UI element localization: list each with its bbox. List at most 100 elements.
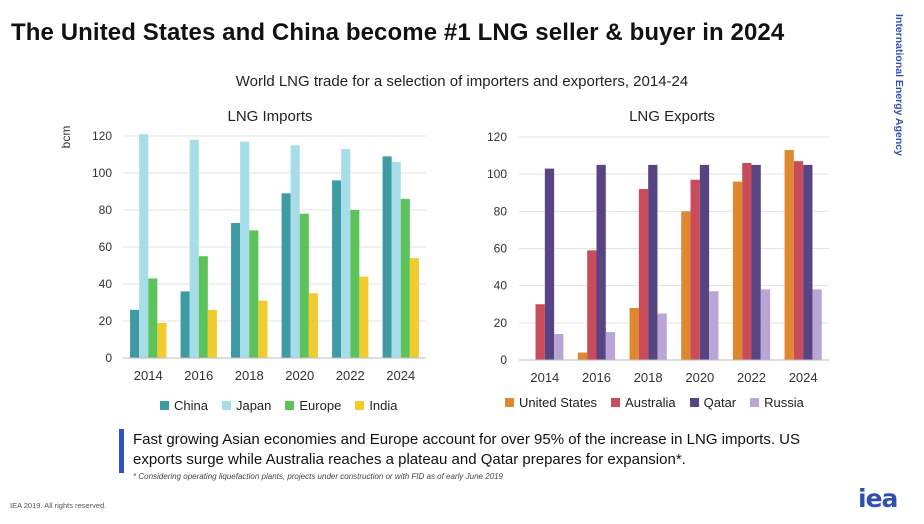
imports-chart-title: LNG Imports: [227, 108, 313, 125]
footnote: * Considering operating liquefaction pla…: [133, 472, 503, 481]
imports-bar-india: [359, 276, 369, 358]
legend-label: Russia: [764, 395, 804, 410]
page-title: The United States and China become #1 LN…: [11, 19, 785, 46]
imports-bar-europe: [198, 256, 208, 358]
legend-item-qatar: Qatar: [689, 395, 737, 410]
legend-label: India: [369, 398, 398, 413]
exports-y-tick-label: 20: [494, 316, 508, 330]
exports-bar-united-states: [681, 211, 691, 360]
exports-bar-qatar: [751, 164, 761, 360]
exports-x-tick-label: 2022: [737, 370, 766, 385]
exports-bar-qatar: [596, 164, 606, 360]
legend-item-china: China: [160, 398, 208, 413]
exports-bar-russia: [760, 289, 771, 360]
exports-bar-australia: [690, 179, 700, 360]
exports-x-tick-label: 2018: [634, 370, 663, 385]
imports-bar-india: [258, 300, 268, 358]
imports-bar-china: [332, 180, 342, 358]
org-name: International Energy Agency: [893, 14, 905, 156]
imports-bar-europe: [148, 278, 158, 358]
legend-label: Europe: [299, 398, 342, 413]
imports-bar-india: [409, 258, 419, 358]
exports-bar-russia: [657, 313, 667, 360]
imports-y-tick-label: 40: [99, 277, 113, 291]
exports-y-tick-label: 0: [500, 353, 507, 367]
exports-y-tick-label: 60: [494, 242, 508, 256]
imports-bar-india: [207, 309, 217, 358]
legend-item-japan: Japan: [221, 398, 272, 413]
imports-x-tick-label: 2018: [235, 368, 264, 383]
exports-x-tick-label: 2020: [685, 370, 714, 385]
legend-swatch: [285, 401, 295, 410]
exports-bar-united-states: [732, 181, 743, 360]
exports-bar-australia: [793, 161, 804, 360]
imports-y-tick-label: 60: [99, 240, 113, 254]
exports-y-tick-label: 120: [487, 130, 507, 144]
imports-bar-europe: [299, 213, 309, 358]
imports-y-axis-label: bcm: [59, 126, 73, 149]
imports-y-tick-label: 80: [99, 203, 113, 217]
imports-x-tick-label: 2014: [134, 368, 163, 383]
exports-bar-russia: [709, 291, 719, 360]
imports-bar-japan: [290, 145, 300, 358]
imports-x-tick-label: 2016: [184, 368, 213, 383]
exports-legend: United States Australia Qatar Russia: [505, 395, 804, 410]
exports-bar-united-states: [784, 150, 794, 360]
legend-label: Australia: [625, 395, 676, 410]
exports-bar-australia: [638, 189, 649, 360]
imports-bar-china: [382, 156, 392, 358]
exports-x-tick-label: 2024: [789, 370, 818, 385]
imports-bar-japan: [341, 148, 351, 358]
legend-label: Qatar: [703, 395, 737, 410]
legend-swatch: [355, 401, 365, 410]
exports-chart-title: LNG Exports: [629, 108, 715, 125]
legend-item-russia: Russia: [750, 395, 804, 410]
exports-bar-russia: [554, 333, 564, 360]
imports-bar-china: [180, 291, 190, 358]
exports-bar-qatar: [648, 164, 658, 360]
imports-bar-china: [231, 222, 241, 358]
legend-swatch: [689, 398, 699, 407]
imports-bar-europe: [249, 230, 259, 358]
imports-y-tick-label: 100: [92, 166, 112, 180]
exports-y-tick-label: 100: [487, 167, 507, 181]
note-accent-bar: [119, 429, 124, 473]
imports-bar-europe: [400, 198, 410, 358]
imports-bar-china: [130, 309, 140, 358]
exports-bar-united-states: [629, 307, 639, 360]
legend-label: Japan: [235, 398, 272, 413]
legend-swatch: [505, 398, 514, 407]
imports-y-tick-label: 20: [99, 314, 113, 328]
exports-bar-qatar: [699, 164, 710, 360]
imports-bar-japan: [391, 161, 401, 358]
imports-bar-china: [281, 193, 291, 358]
imports-bar-japan: [189, 139, 199, 358]
exports-y-tick-label: 80: [494, 204, 508, 218]
legend-swatch: [221, 401, 231, 410]
imports-x-tick-label: 2020: [285, 368, 314, 383]
exports-bar-australia: [535, 304, 545, 360]
exports-bar-united-states: [577, 352, 588, 360]
exports-x-tick-label: 2016: [582, 370, 611, 385]
imports-bar-india: [308, 293, 318, 358]
exports-bar-russia: [812, 289, 822, 360]
legend-item-europe: Europe: [285, 398, 341, 413]
imports-bar-japan: [139, 134, 149, 358]
iea-logo: iea: [858, 484, 898, 513]
legend-item-india: India: [355, 398, 398, 413]
imports-bar-japan: [240, 141, 250, 358]
imports-legend: China Japan Europe India: [160, 398, 398, 413]
imports-bar-europe: [350, 210, 360, 358]
legend-swatch: [611, 398, 621, 407]
imports-y-tick-label: 0: [105, 351, 112, 365]
imports-x-tick-label: 2024: [386, 368, 415, 383]
exports-bar-qatar: [544, 168, 555, 360]
exports-bar-qatar: [803, 164, 813, 360]
copyright: IEA 2019. All rights reserved.: [10, 501, 107, 510]
exports-bar-australia: [742, 163, 752, 360]
legend-label: China: [174, 398, 208, 413]
legend-swatch: [160, 401, 169, 410]
exports-x-tick-label: 2014: [530, 370, 559, 385]
